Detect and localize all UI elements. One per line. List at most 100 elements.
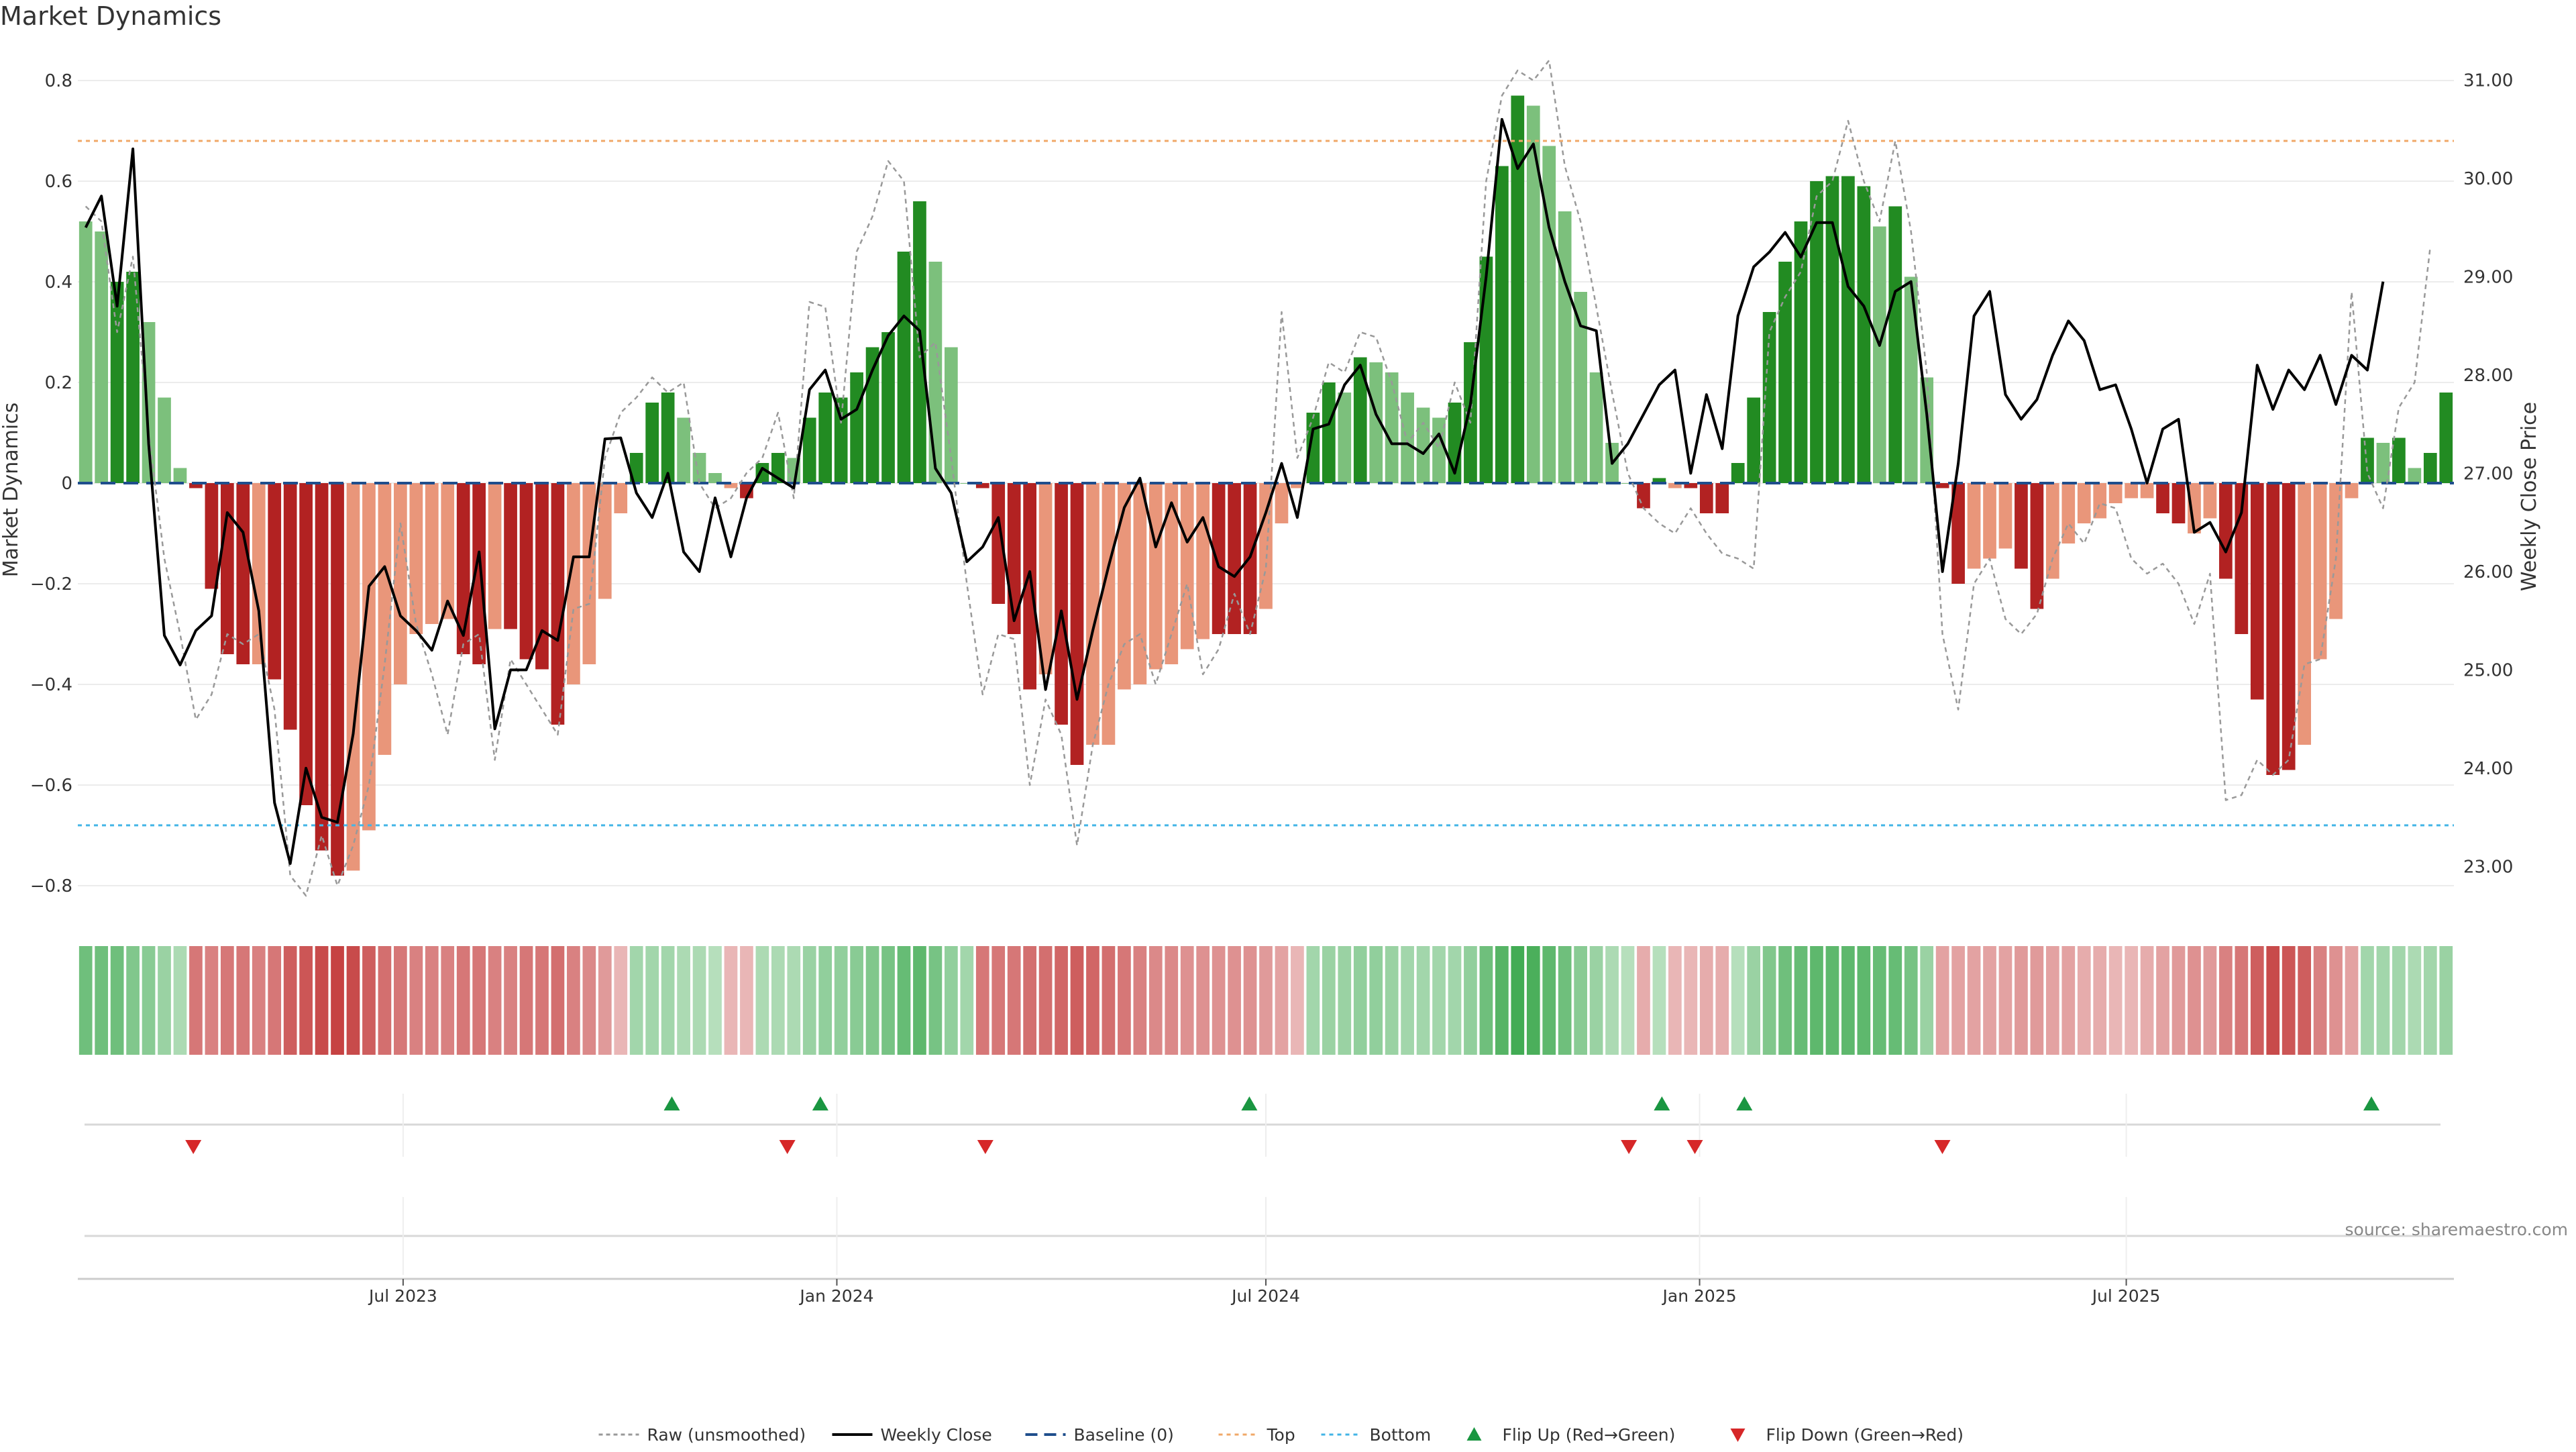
strip-cell [2423, 946, 2437, 1055]
bar [724, 483, 738, 488]
strip-cell [331, 946, 344, 1055]
strip-cell [692, 946, 706, 1055]
strip-cell [2219, 946, 2233, 1055]
strip-cell [818, 946, 833, 1055]
bar [441, 483, 455, 619]
y-right-axis-title: Weekly Close Price [2518, 402, 2541, 591]
bar [551, 483, 565, 725]
strip-cell [975, 946, 989, 1055]
strip-cell [1778, 946, 1792, 1055]
strip-cell [1621, 946, 1635, 1055]
bar [567, 483, 580, 684]
strip-cell [598, 946, 612, 1055]
bar [582, 483, 596, 664]
bar [897, 252, 911, 483]
strip-cell [1762, 946, 1776, 1055]
y-left-axis-title: Market Dynamics [0, 403, 23, 578]
y-left-tick-label: 0 [61, 474, 72, 494]
y-left-tick-label: −0.4 [30, 675, 72, 695]
strip-cell [1888, 946, 1902, 1055]
bar [755, 463, 769, 483]
strip-cell [2015, 946, 2028, 1055]
bar [692, 453, 706, 483]
bar [1479, 256, 1493, 483]
strip-cell [865, 946, 879, 1055]
source-note: source: sharemaestro.com [2345, 1220, 2569, 1239]
strip-cell [1401, 946, 1414, 1055]
strip-cell [2408, 946, 2422, 1055]
strip-cell [1526, 946, 1540, 1055]
bar [2423, 453, 2437, 483]
strip-cell [1432, 946, 1446, 1055]
legend-item-top: Top [1218, 1425, 1295, 1445]
strip-cell [551, 946, 565, 1055]
strip-cell [614, 946, 628, 1055]
strip-cell [1983, 946, 1996, 1055]
bar [677, 417, 690, 483]
strip-cell [1416, 946, 1430, 1055]
bar [2313, 483, 2327, 660]
bar [1967, 483, 1981, 569]
bar [1102, 483, 1116, 745]
bar [315, 483, 329, 851]
strip-cell [1448, 946, 1462, 1055]
strip-cell [1998, 946, 2012, 1055]
bar [362, 483, 376, 831]
strip-cell [740, 946, 753, 1055]
bar [2219, 483, 2233, 579]
x-tick-label: Jan 2024 [798, 1286, 873, 1306]
bar [1762, 312, 1776, 483]
strip-cell [2282, 946, 2296, 1055]
bar [708, 473, 722, 483]
strip-cell [425, 946, 439, 1055]
bar [1542, 146, 1556, 483]
strip-cell [1652, 946, 1666, 1055]
strip-cell [1715, 946, 1729, 1055]
bar [1369, 362, 1383, 483]
strip-cell [346, 946, 360, 1055]
strip-cell [362, 946, 376, 1055]
strip-cell [126, 946, 140, 1055]
bar [504, 483, 517, 629]
bar [95, 231, 109, 483]
strip-cell [2298, 946, 2312, 1055]
y-right-tick-label: 26.00 [2463, 562, 2513, 582]
strip-cell [2313, 946, 2327, 1055]
legend-item-raw: Raw (unsmoothed) [598, 1425, 806, 1445]
strip-cell [1684, 946, 1698, 1055]
bar [472, 483, 486, 664]
x-tick-label: Jul 2024 [1230, 1286, 1300, 1306]
bar [78, 221, 93, 483]
bar [2093, 483, 2107, 519]
strip-cell [1637, 946, 1650, 1055]
flip-up-marker [1736, 1096, 1753, 1110]
strip-cell [110, 946, 124, 1055]
bar [1291, 483, 1304, 488]
bar [1668, 483, 1682, 488]
bar [1558, 211, 1572, 483]
bar [1904, 276, 1918, 483]
flip-down-marker [1621, 1140, 1638, 1154]
bar [205, 483, 219, 589]
strip-cell [1038, 946, 1053, 1055]
y-right-tick-label: 30.00 [2463, 169, 2513, 189]
strip-cell [142, 946, 156, 1055]
bar [945, 347, 958, 483]
bar [158, 397, 171, 483]
flip-down-marker [1934, 1140, 1951, 1154]
bar [1385, 372, 1399, 483]
strip-cell [1825, 946, 1839, 1055]
flip-up-marker [812, 1096, 828, 1110]
strip-cell [2361, 946, 2374, 1055]
bar [1086, 483, 1099, 745]
legend-item-close: Weekly Close [832, 1425, 992, 1445]
strip-cell [472, 946, 486, 1055]
strip-cell [1055, 946, 1068, 1055]
strip-cell [1920, 946, 1934, 1055]
bar [614, 483, 628, 513]
bar [268, 483, 282, 680]
strip-cell [378, 946, 392, 1055]
strip-cell [677, 946, 690, 1055]
bar [2250, 483, 2264, 700]
